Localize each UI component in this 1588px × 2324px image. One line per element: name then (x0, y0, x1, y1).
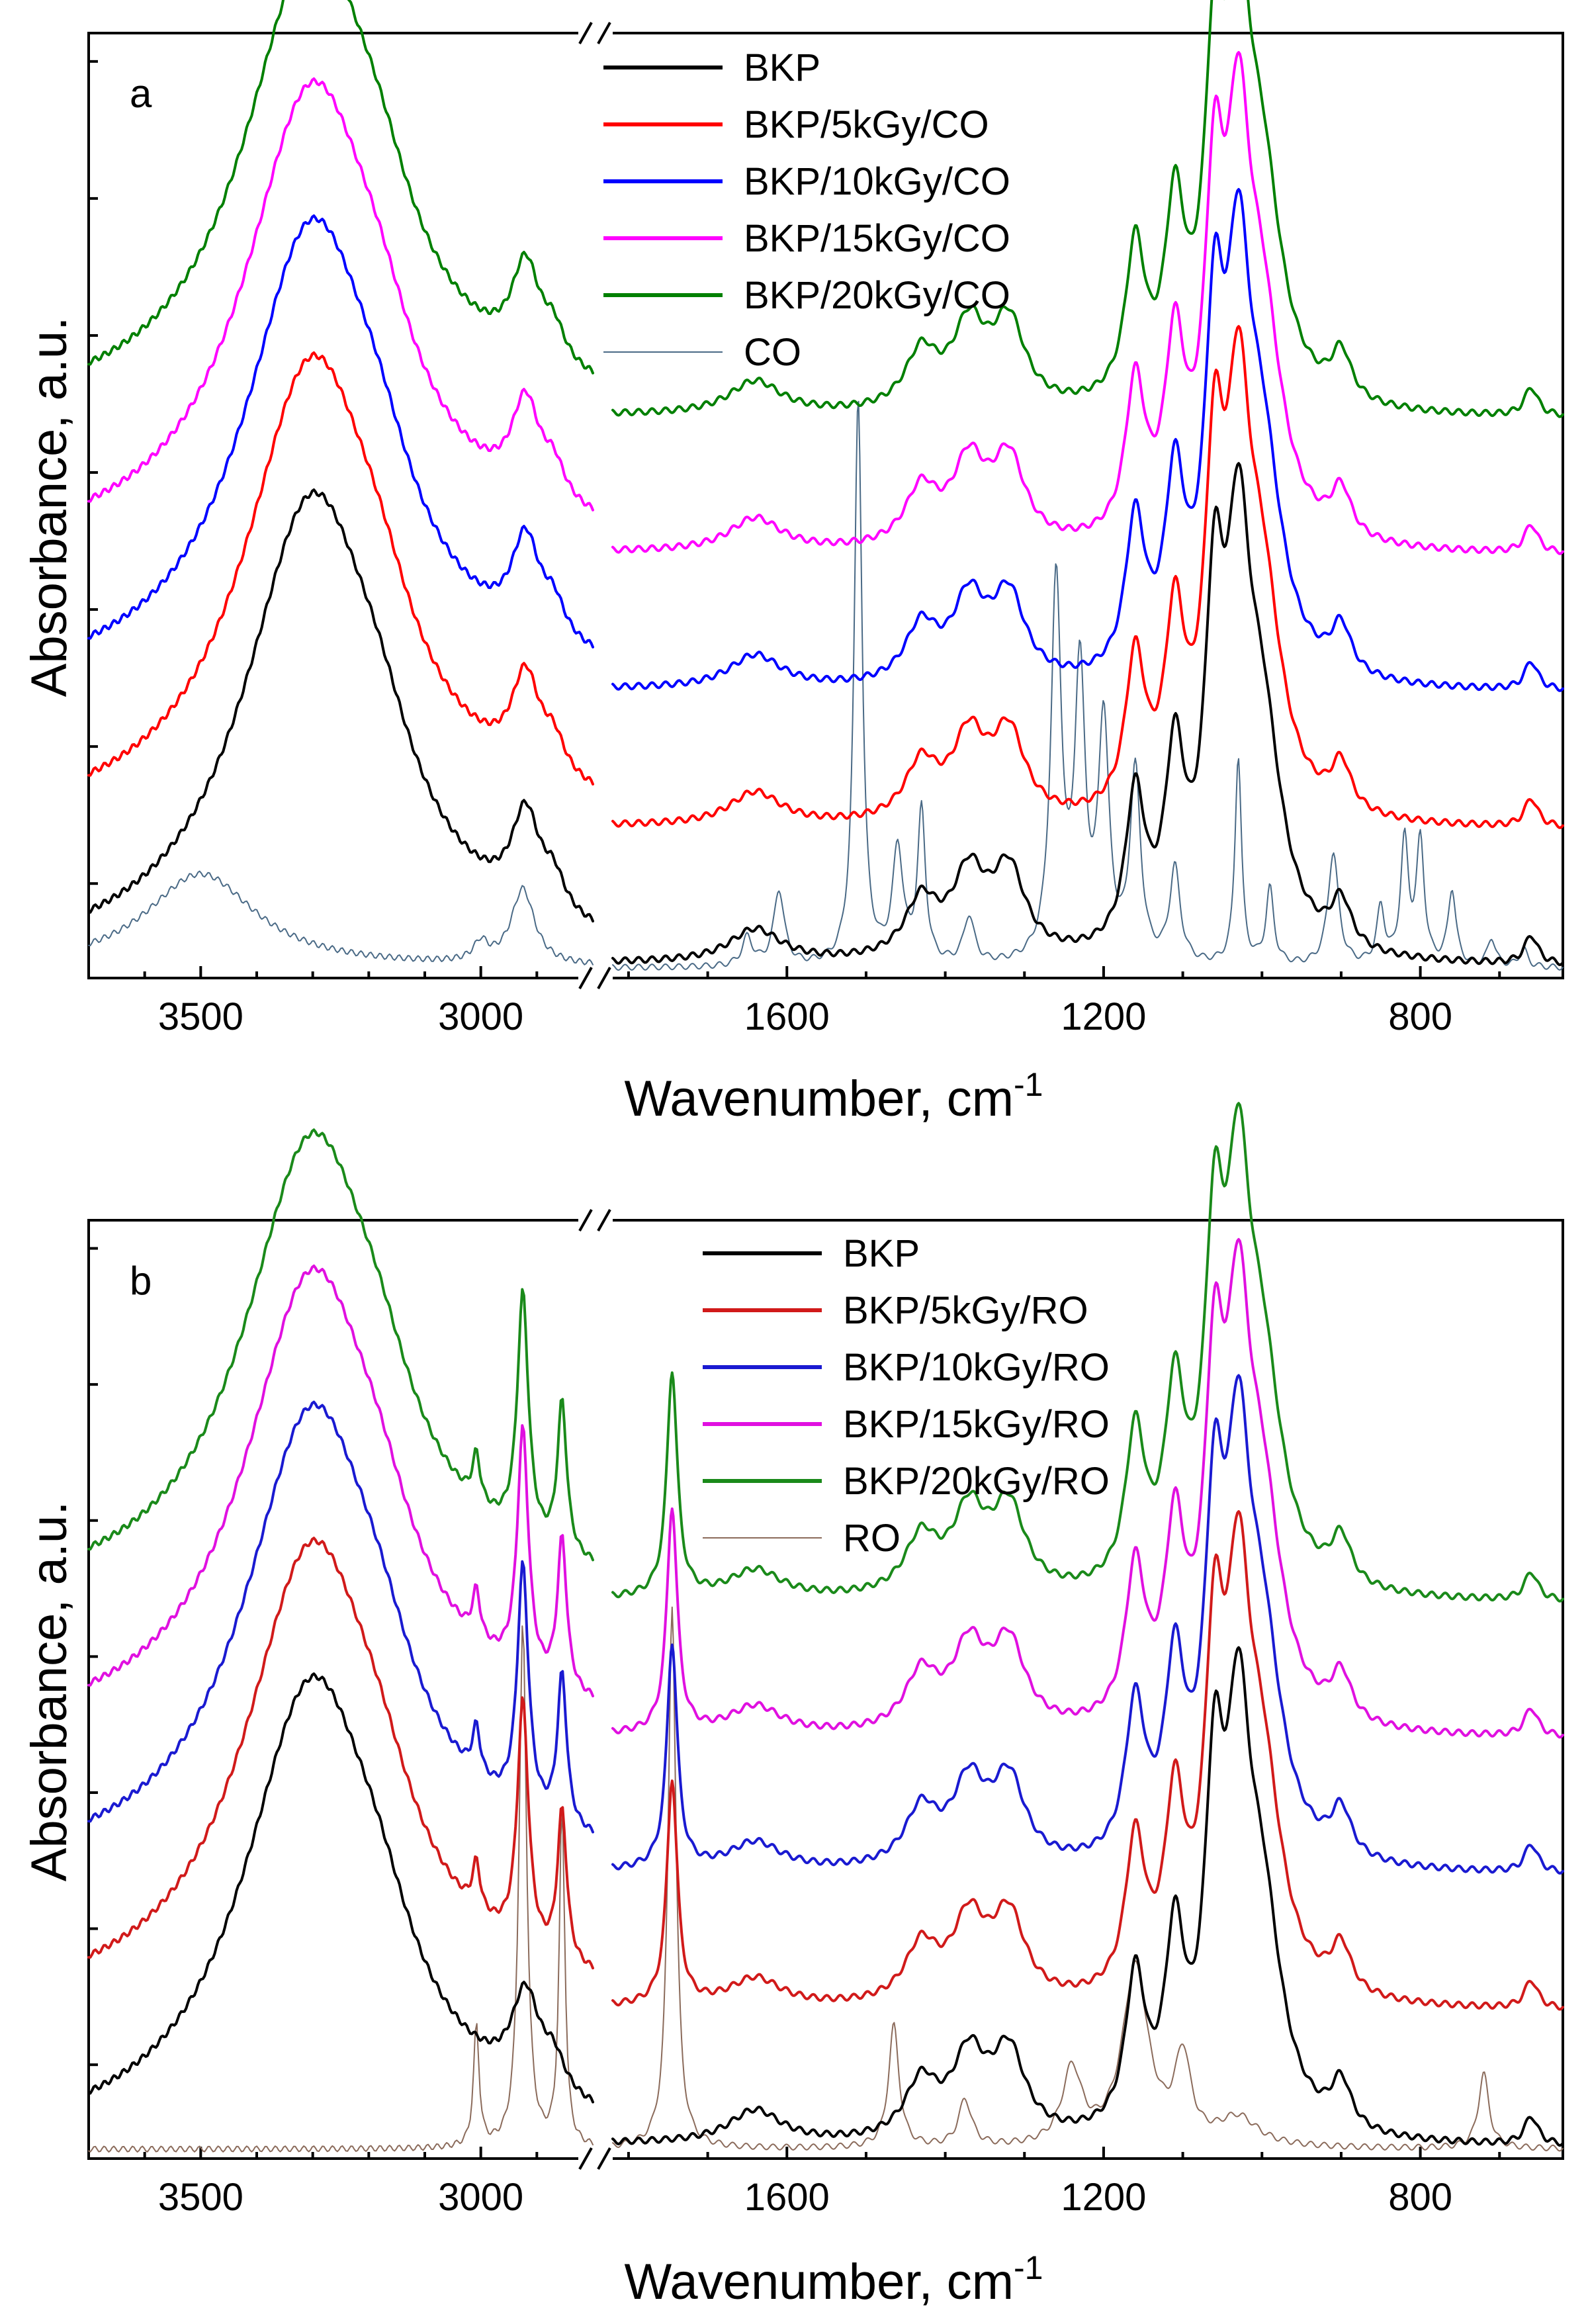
series-line-bkp-15kgy-co (87, 77, 594, 512)
x-tick-label: 3500 (158, 995, 243, 1038)
x-tick-label: 1200 (1061, 2176, 1146, 2219)
legend-label: BKP/5kGy/CO (744, 103, 989, 146)
panel-a-break-mark (578, 22, 593, 44)
panel-b-frame (87, 1219, 1564, 2160)
panel-b-break-mark (597, 2147, 611, 2170)
x-tick-label: 800 (1388, 995, 1452, 1038)
panel-b-y-ticks (89, 1247, 98, 2067)
panel-b: 3500 3000 1600 1200 800 b Absorbance, a.u. W… (21, 1102, 1564, 2310)
series-line-bkp (87, 488, 594, 922)
panel-a-y-ticks (89, 60, 98, 885)
legend-label: CO (744, 331, 801, 374)
legend-label: BKP (744, 46, 820, 89)
panel-a-legend: BKP BKP/5kGy/CO BKP/10kGy/CO BKP/15kGy/CO BK… (603, 46, 1010, 374)
series-line-bkp-15kgy-ro (611, 1237, 1564, 1739)
x-tick-label: 3500 (158, 2176, 243, 2219)
series-line-bkp-5kgy-co (87, 351, 594, 785)
legend-label: BKP/5kGy/RO (843, 1289, 1088, 1332)
legend-label: BKP (843, 1232, 920, 1275)
series-line-ro (88, 1625, 594, 2153)
x-tick-label: 1200 (1061, 995, 1146, 1038)
panel-b-xlabel-main: Wavenumber, cm (625, 2254, 1014, 2310)
series-line-bkp (611, 1646, 1564, 2147)
legend-label: BKP/20kGy/RO (843, 1460, 1110, 1503)
panel-a-xlabel-main: Wavenumber, cm (625, 1071, 1014, 1127)
series-line-bkp-15kgy-ro (87, 1264, 594, 1697)
panel-b-x-ticks: 3500 3000 1600 1200 800 (143, 2147, 1501, 2219)
panel-a-series (87, 0, 1564, 971)
panel-a-break-mark (597, 967, 611, 989)
series-line-bkp-20kgy-ro (87, 1128, 594, 1562)
panel-a-break-mark (597, 22, 611, 44)
legend-label: BKP/10kGy/RO (843, 1346, 1110, 1389)
panel-b-ylabel: Absorbance, a.u. (21, 1501, 77, 1882)
series-line-bkp (87, 1672, 594, 2104)
series-line-bkp-10kgy-ro (87, 1400, 594, 1834)
panel-a-break-mark (578, 967, 593, 989)
legend-label: RO (843, 1517, 901, 1560)
series-line-bkp-20kgy-co (87, 0, 594, 375)
series-line-bkp (611, 462, 1564, 966)
panel-a: 3500 3000 1600 1200 800 a Absorbance, a.u. W… (21, 0, 1564, 1127)
panel-b-break-mark (597, 1209, 611, 1231)
legend-label: BKP/15kGy/CO (744, 217, 1010, 260)
series-line-bkp-5kgy-ro (87, 1537, 594, 1970)
panel-a-ylabel: Absorbance, a.u. (21, 317, 77, 697)
x-tick-label: 1600 (744, 995, 830, 1038)
series-line-bkp-20kgy-co (611, 0, 1564, 418)
panel-b-xlabel: Wavenumber, cm-1 (625, 2249, 1043, 2310)
legend-label: BKP/15kGy/RO (843, 1403, 1110, 1446)
panel-a-label: a (130, 71, 152, 116)
series-line-bkp-5kgy-ro (611, 1510, 1564, 2011)
series-line-co (612, 400, 1564, 971)
series-line-co (88, 870, 594, 965)
panel-b-legend: BKP BKP/5kGy/RO BKP/10kGy/RO BKP/15kGy/RO BK… (703, 1232, 1110, 1560)
legend-label: BKP/10kGy/CO (744, 160, 1010, 203)
x-tick-label: 3000 (438, 995, 523, 1038)
series-line-bkp-15kgy-co (611, 51, 1564, 555)
panel-b-xlabel-superscript: -1 (1014, 2249, 1043, 2286)
panel-a-frame (87, 32, 1564, 979)
x-tick-label: 3000 (438, 2176, 523, 2219)
legend-label: BKP/20kGy/CO (744, 274, 1010, 317)
panel-a-x-ticks: 3500 3000 1600 1200 800 (143, 966, 1501, 1038)
series-line-bkp-5kgy-co (611, 325, 1564, 829)
series-line-bkp-10kgy-ro (611, 1374, 1564, 1875)
series-line-bkp-10kgy-co (611, 188, 1564, 692)
series-line-ro (612, 1606, 1564, 2152)
series-line-bkp-20kgy-ro (611, 1102, 1564, 1603)
panel-b-break-mark (578, 1209, 593, 1231)
panel-b-label: b (130, 1259, 152, 1303)
x-tick-label: 1600 (744, 2176, 830, 2219)
x-tick-label: 800 (1388, 2176, 1452, 2219)
series-line-bkp-10kgy-co (87, 214, 594, 648)
panel-b-break-mark (578, 2147, 593, 2170)
panel-a-xlabel-superscript: -1 (1014, 1066, 1043, 1103)
panel-b-series (87, 1102, 1564, 2153)
panel-a-xlabel: Wavenumber, cm-1 (625, 1066, 1043, 1127)
